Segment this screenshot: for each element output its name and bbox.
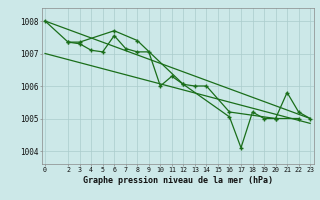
X-axis label: Graphe pression niveau de la mer (hPa): Graphe pression niveau de la mer (hPa): [83, 176, 273, 185]
